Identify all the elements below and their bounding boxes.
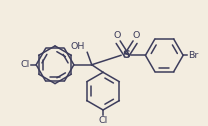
- Text: Cl: Cl: [20, 60, 30, 69]
- Text: O: O: [132, 31, 140, 40]
- Text: S: S: [123, 50, 130, 60]
- Text: OH: OH: [71, 42, 85, 51]
- Text: Cl: Cl: [98, 116, 108, 125]
- Text: Br: Br: [188, 51, 198, 60]
- Text: O: O: [114, 31, 121, 40]
